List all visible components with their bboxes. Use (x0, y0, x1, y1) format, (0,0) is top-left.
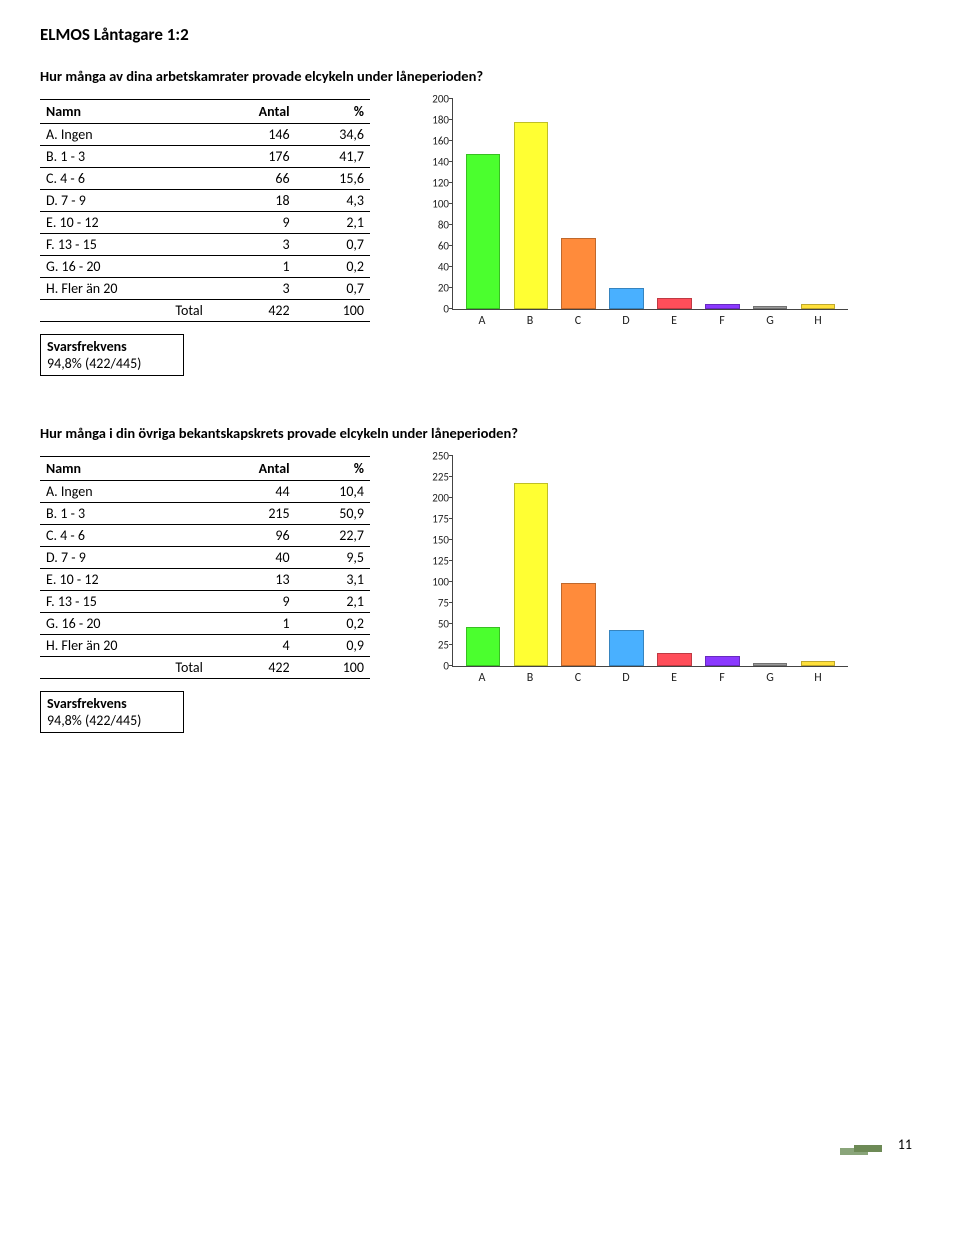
col-pct: % (296, 100, 370, 124)
chart-bar (657, 298, 692, 309)
table-row: E. 10 - 1292,1 (40, 212, 370, 234)
table-row: D. 7 - 9409,5 (40, 547, 370, 569)
table-row: G. 16 - 2010,2 (40, 613, 370, 635)
page-number: 11 (898, 1136, 912, 1153)
section-1: Namn Antal % A. Ingen14634,6 B. 1 - 3176… (40, 99, 920, 376)
question-2: Hur många i din övriga bekantskapskrets … (40, 424, 920, 442)
chart-x-label: F (698, 667, 746, 685)
table-row: F. 13 - 1530,7 (40, 234, 370, 256)
table-row: E. 10 - 12133,1 (40, 569, 370, 591)
chart-bar (561, 583, 596, 666)
table-row: F. 13 - 1592,1 (40, 591, 370, 613)
table-1: Namn Antal % A. Ingen14634,6 B. 1 - 3176… (40, 99, 370, 322)
chart-x-label: H (794, 310, 842, 328)
chart-x-label: B (506, 667, 554, 685)
table-row: H. Fler än 2030,7 (40, 278, 370, 300)
svarsfrekvens-value: 94,8% (422/445) (47, 355, 177, 372)
chart-bar (514, 122, 549, 309)
chart-bar (753, 306, 788, 309)
table-row: C. 4 - 66615,6 (40, 168, 370, 190)
table-row: B. 1 - 321550,9 (40, 503, 370, 525)
bar-chart-1: 020406080100120140160180200ABCDEFGH (418, 99, 848, 328)
chart-x-label: E (650, 667, 698, 685)
table-row: G. 16 - 2010,2 (40, 256, 370, 278)
chart-bar (705, 304, 740, 309)
page-footer: 11 (40, 1113, 920, 1153)
col-name: Namn (40, 457, 209, 481)
table-row: H. Fler än 2040,9 (40, 635, 370, 657)
bar-chart-2: 0255075100125150175200225250ABCDEFGH (418, 456, 848, 685)
footer-accent-icon (840, 1145, 880, 1157)
question-1: Hur många av dina arbetskamrater provade… (40, 67, 920, 85)
col-name: Namn (40, 100, 209, 124)
svarsfrekvens-label: Svarsfrekvens (47, 338, 177, 355)
chart-bar (705, 656, 740, 666)
chart-x-label: B (506, 310, 554, 328)
chart-x-label: C (554, 667, 602, 685)
section-2: Namn Antal % A. Ingen4410,4 B. 1 - 32155… (40, 456, 920, 733)
chart-bar (609, 288, 644, 309)
col-pct: % (296, 457, 370, 481)
chart-x-label: A (458, 310, 506, 328)
col-antal: Antal (209, 100, 296, 124)
chart-bar (753, 663, 788, 666)
chart-x-label: E (650, 310, 698, 328)
table-row: D. 7 - 9184,3 (40, 190, 370, 212)
table-2: Namn Antal % A. Ingen4410,4 B. 1 - 32155… (40, 456, 370, 679)
table-row: B. 1 - 317641,7 (40, 146, 370, 168)
chart-bar (609, 630, 644, 666)
chart-bar (561, 238, 596, 309)
chart-x-label: G (746, 667, 794, 685)
svarsfrekvens-label: Svarsfrekvens (47, 695, 177, 712)
chart-x-label: H (794, 667, 842, 685)
table-row: A. Ingen14634,6 (40, 124, 370, 146)
table-row: C. 4 - 69622,7 (40, 525, 370, 547)
chart-x-label: D (602, 310, 650, 328)
total-row: Total422100 (40, 300, 370, 322)
svarsfrekvens-box-2: Svarsfrekvens 94,8% (422/445) (40, 691, 184, 733)
page-title: ELMOS Låntagare 1:2 (40, 24, 920, 45)
total-row: Total422100 (40, 657, 370, 679)
chart-bar (514, 483, 549, 666)
svarsfrekvens-box-1: Svarsfrekvens 94,8% (422/445) (40, 334, 184, 376)
chart-x-label: D (602, 667, 650, 685)
chart-x-label: G (746, 310, 794, 328)
chart-x-label: A (458, 667, 506, 685)
chart-bar (466, 627, 501, 666)
chart-x-label: C (554, 310, 602, 328)
chart-bar (801, 661, 836, 666)
col-antal: Antal (209, 457, 296, 481)
table-row: A. Ingen4410,4 (40, 481, 370, 503)
svarsfrekvens-value: 94,8% (422/445) (47, 712, 177, 729)
chart-bar (801, 304, 836, 309)
chart-bar (657, 653, 692, 666)
chart-bar (466, 154, 501, 309)
chart-x-label: F (698, 310, 746, 328)
